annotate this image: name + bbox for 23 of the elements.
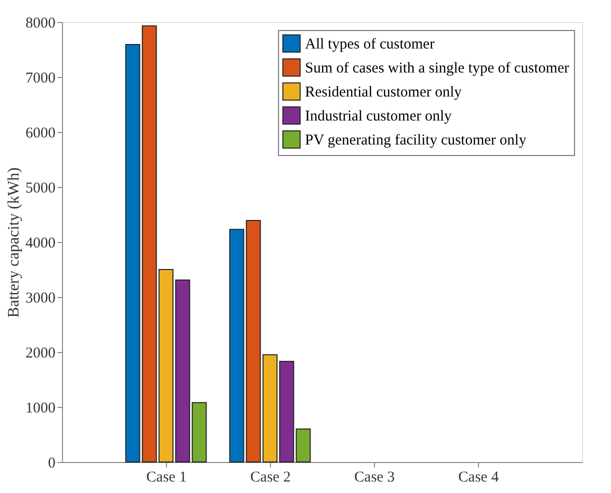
bar <box>229 228 244 462</box>
bar <box>296 428 311 462</box>
y-tick-label: 8000 <box>26 16 56 32</box>
y-axis-title: Battery capacity (kWh) <box>6 167 22 318</box>
legend-label: PV generating facility customer only <box>305 132 527 148</box>
legend-label: All types of customer <box>305 36 435 52</box>
x-tick-label: Case 4 <box>458 470 500 486</box>
y-tick-label: 7000 <box>26 70 56 86</box>
x-tick-label: Case 3 <box>354 470 395 486</box>
legend-label: Sum of cases with a single type of customer <box>305 60 570 76</box>
y-tick-label: 6000 <box>26 126 56 142</box>
bar <box>125 44 140 462</box>
y-tick-label: 4000 <box>26 236 56 252</box>
x-tick-label: Case 1 <box>146 470 187 486</box>
legend-label: Residential customer only <box>305 84 462 100</box>
x-tick-label: Case 2 <box>250 470 291 486</box>
legend-label: Industrial customer only <box>305 108 452 124</box>
y-tick-label: 1000 <box>26 400 56 416</box>
y-tick-label: 0 <box>48 456 56 472</box>
bar <box>192 402 207 462</box>
y-tick-label: 3000 <box>26 290 56 306</box>
y-tick-label: 5000 <box>26 180 56 196</box>
y-tick-label: 2000 <box>26 346 56 362</box>
